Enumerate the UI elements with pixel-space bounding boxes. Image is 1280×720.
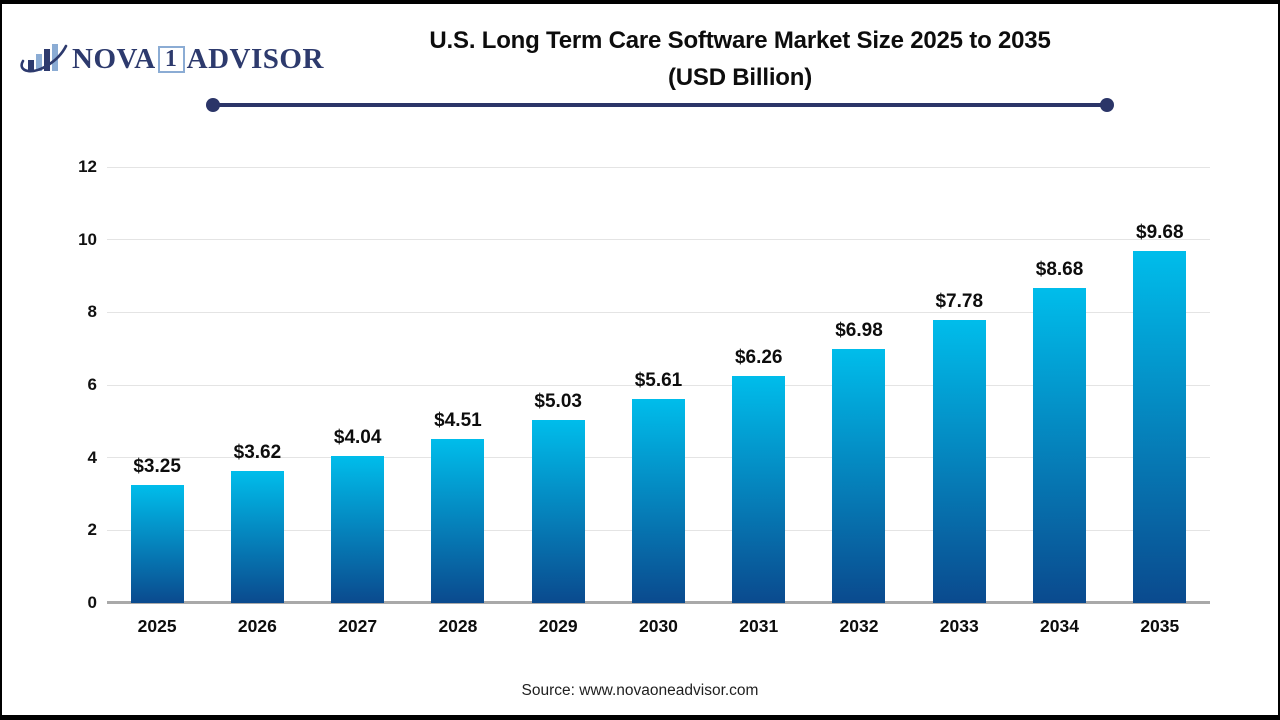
bar-2026 bbox=[230, 471, 284, 603]
bar-column-2028: $4.51 bbox=[408, 167, 508, 603]
bar-2031 bbox=[732, 375, 786, 603]
bar-2029 bbox=[531, 420, 585, 603]
x-tick-label-2029: 2029 bbox=[538, 616, 578, 636]
title-divider-line bbox=[206, 98, 1114, 112]
x-tick-label-2030: 2030 bbox=[638, 616, 678, 636]
bar-column-2031: $6.26 bbox=[709, 167, 809, 603]
y-axis-labels: 0 2 4 6 8 10 12 bbox=[42, 157, 97, 612]
chart-title-line1: U.S. Long Term Care Software Market Size… bbox=[429, 27, 1051, 54]
divider-left-dot bbox=[206, 98, 220, 112]
chart-title-line2: (USD Billion) bbox=[667, 64, 813, 91]
gridline-6 bbox=[107, 384, 1210, 386]
bar-column-2032: $6.98 bbox=[809, 167, 909, 603]
bar-2025 bbox=[130, 484, 184, 603]
gridline-12 bbox=[107, 166, 1210, 168]
y-tick-label-12: 12 bbox=[78, 157, 97, 176]
y-tick-label-10: 10 bbox=[78, 229, 97, 249]
bar-column-2025: $3.25 bbox=[107, 167, 207, 603]
y-tick-label-4: 4 bbox=[87, 447, 97, 467]
x-tick-label-2028: 2028 bbox=[438, 616, 478, 636]
bar-2027 bbox=[331, 456, 385, 603]
bar-value-label-2028: $4.51 bbox=[434, 410, 482, 432]
x-tick-label-2034: 2034 bbox=[1040, 616, 1079, 636]
bar-column-2026: $3.62 bbox=[207, 167, 307, 603]
x-axis-labels: 2025 2026 2027 2028 2029 2030 2031 2032 2033 2034… bbox=[107, 616, 1210, 637]
divider-right-dot bbox=[1100, 98, 1114, 112]
bar-column-2034: $8.68 bbox=[1009, 167, 1109, 603]
bar-2035 bbox=[1133, 251, 1187, 603]
bar-2032 bbox=[832, 349, 886, 603]
bar-2034 bbox=[1033, 287, 1087, 603]
bar-value-label-2034: $8.68 bbox=[1035, 258, 1084, 280]
logo-one-box: 1 bbox=[157, 45, 185, 73]
plot-area: $3.25 $3.62 $4.04 $4.51 $5.03 $5.61 $6.26 $6.98… bbox=[107, 166, 1210, 604]
chart-title: U.S. Long Term Care Software Market Size… bbox=[232, 22, 1248, 96]
bar-value-label-2027: $4.04 bbox=[333, 427, 382, 449]
y-tick-label-2: 2 bbox=[87, 520, 97, 540]
nova-one-advisor-logo: NOVA 1 ADVISOR bbox=[20, 40, 324, 78]
bar-2033 bbox=[932, 320, 986, 603]
x-tick-label-2035: 2035 bbox=[1140, 616, 1180, 636]
x-tick-label-2025: 2025 bbox=[137, 616, 177, 636]
bar-column-2029: $5.03 bbox=[508, 167, 608, 603]
bar-column-2030: $5.61 bbox=[608, 167, 708, 603]
bar-value-label-2029: $5.03 bbox=[534, 391, 582, 413]
x-tick-label-2033: 2033 bbox=[939, 616, 979, 636]
bar-2030 bbox=[631, 399, 685, 603]
x-tick-label-2027: 2027 bbox=[338, 616, 378, 636]
bar-value-label-2031: $6.26 bbox=[734, 346, 783, 368]
x-tick-label-2031: 2031 bbox=[739, 616, 779, 636]
bar-column-2035: $9.68 bbox=[1110, 167, 1210, 603]
logo-text-advisor: ADVISOR bbox=[186, 42, 324, 75]
gridline-10 bbox=[107, 239, 1210, 241]
bar-column-2033: $7.78 bbox=[909, 167, 1009, 603]
bar-column-2027: $4.04 bbox=[308, 167, 408, 603]
y-tick-label-6: 6 bbox=[87, 375, 97, 394]
source-text: Source: www.novaoneadvisor.com bbox=[521, 682, 759, 699]
y-tick-label-0: 0 bbox=[87, 593, 97, 612]
bar-value-label-2033: $7.78 bbox=[935, 291, 984, 313]
bar-value-label-2026: $3.62 bbox=[233, 442, 282, 464]
bar-value-label-2025: $3.25 bbox=[133, 455, 181, 477]
y-tick-label-8: 8 bbox=[87, 302, 97, 322]
bar-value-label-2030: $5.61 bbox=[634, 370, 683, 392]
x-tick-label-2032: 2032 bbox=[839, 616, 879, 636]
bar-2028 bbox=[431, 439, 485, 603]
bars: $3.25 $3.62 $4.04 $4.51 $5.03 $5.61 $6.26 $6.98… bbox=[107, 167, 1210, 603]
bar-chart-swoosh-icon bbox=[20, 44, 68, 73]
x-tick-label-2026: 2026 bbox=[237, 616, 277, 636]
logo-wordmark: NOVA 1 ADVISOR bbox=[72, 43, 324, 76]
bar-value-label-2032: $6.98 bbox=[835, 320, 883, 342]
logo-text-nova: NOVA bbox=[72, 42, 156, 75]
gridline-8 bbox=[107, 311, 1210, 313]
bar-value-label-2035: $9.68 bbox=[1136, 222, 1184, 244]
